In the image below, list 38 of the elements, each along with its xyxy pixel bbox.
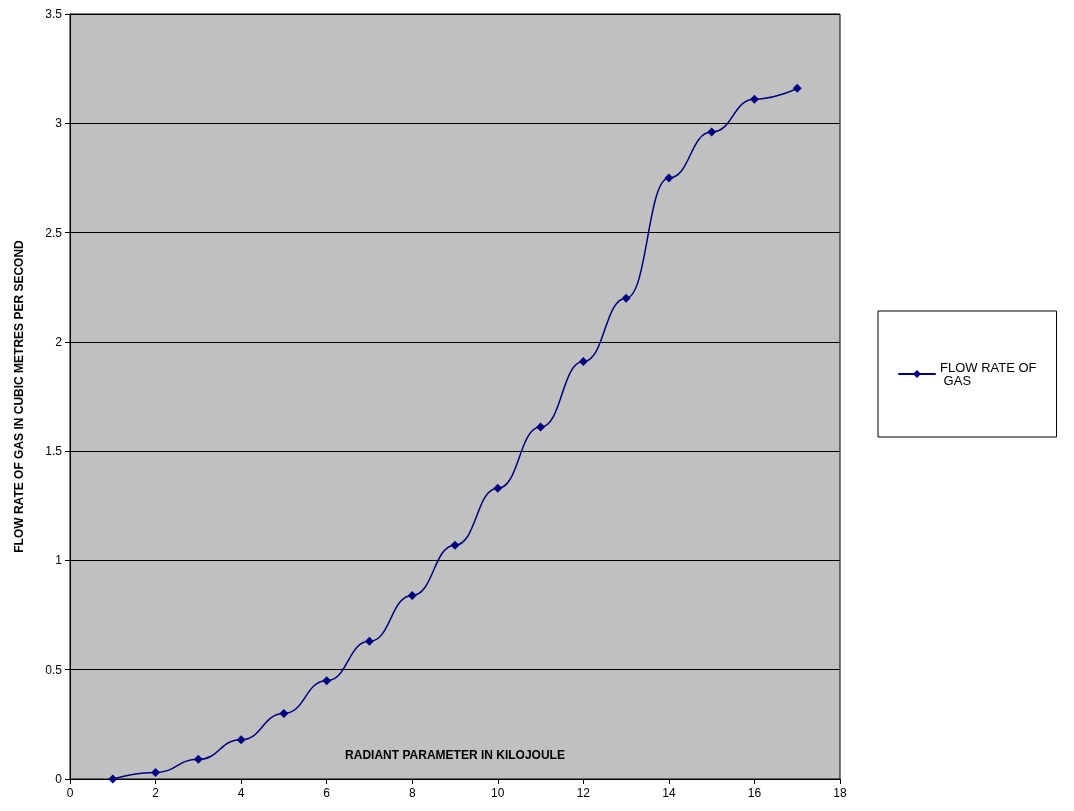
x-tick-label: 8 — [408, 786, 416, 800]
y-axis-title: FLOW RATE OF GAS IN CUBIC METRES PER SECOND — [12, 239, 26, 553]
point — [536, 422, 546, 432]
y-tick-label: 2.5 — [45, 225, 63, 240]
point — [108, 774, 118, 784]
point — [493, 483, 503, 493]
x-tick-label: 0 — [66, 786, 74, 800]
y-tick-label: 1.5 — [45, 444, 63, 459]
y-tick-label: 3.5 — [45, 7, 63, 21]
x-tick-label: 4 — [237, 786, 245, 800]
x-tick-label: 6 — [323, 786, 331, 800]
x-axis-title: RADIANT PARAMETER IN KILOJOULE — [345, 748, 565, 762]
point — [749, 94, 759, 104]
point — [193, 754, 203, 764]
y-tick-label: 0.5 — [45, 662, 63, 677]
y-tick-label: 3 — [55, 116, 63, 131]
point — [279, 708, 289, 718]
y-tick-label: 0 — [55, 772, 63, 786]
point — [792, 83, 802, 93]
point — [407, 590, 417, 600]
x-tick-label: 10 — [491, 786, 505, 800]
point — [236, 735, 246, 745]
point — [664, 173, 674, 183]
point — [364, 636, 374, 646]
point — [621, 293, 631, 303]
y-tick-label: 2 — [55, 334, 63, 349]
point — [322, 676, 332, 686]
x-tick-label: 18 — [833, 786, 847, 800]
x-tick-label: 2 — [152, 786, 160, 800]
x-tick-label: 14 — [662, 786, 676, 800]
x-tick-label: 16 — [747, 786, 762, 800]
point — [151, 767, 161, 777]
x-tick-label: 12 — [576, 786, 591, 800]
y-tick-label: 1 — [55, 553, 63, 568]
point — [450, 540, 460, 550]
legend-label: FLOW RATE OF GAS — [940, 360, 1037, 388]
point — [578, 357, 588, 367]
point — [707, 127, 717, 137]
